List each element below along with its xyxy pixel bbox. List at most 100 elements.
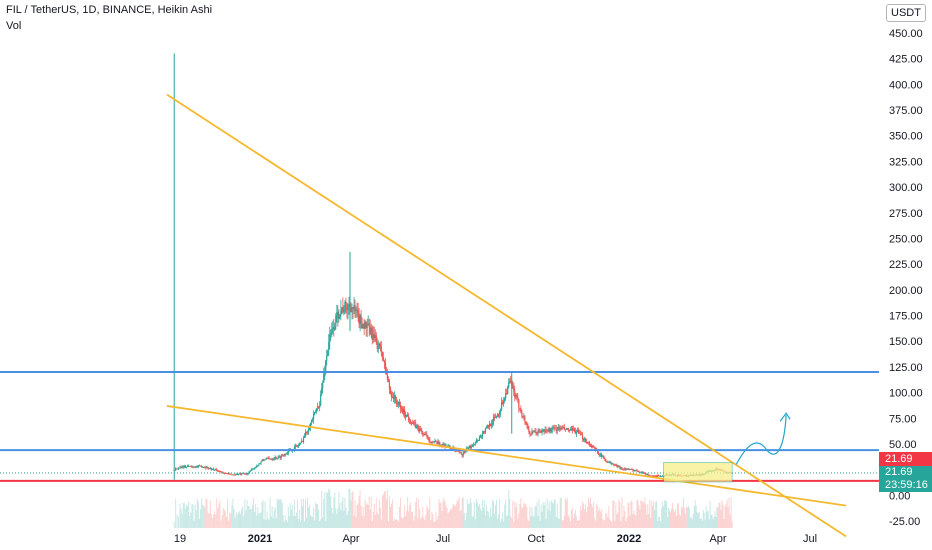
volume-bar	[611, 521, 613, 528]
volume-bar	[499, 498, 501, 528]
volume-bar	[704, 519, 706, 528]
volume-bar	[443, 497, 445, 528]
candle-body	[642, 472, 644, 473]
candle-body	[270, 458, 272, 460]
volume-bar	[254, 512, 256, 528]
volume-bar	[482, 507, 484, 528]
volume-bar	[665, 500, 667, 528]
volume-bar	[562, 520, 564, 528]
volume-bar	[255, 504, 257, 528]
volume-bar	[523, 502, 525, 528]
volume-bar	[575, 516, 577, 528]
volume-bar	[411, 511, 413, 528]
volume-bar	[545, 519, 547, 528]
candle-body	[224, 473, 227, 475]
candle-body	[267, 457, 269, 459]
volume-bar	[256, 515, 258, 528]
volume-bar	[317, 504, 319, 528]
candle-body	[317, 406, 319, 410]
candle-body	[485, 427, 488, 429]
candle-body	[251, 468, 254, 470]
candle-body	[603, 456, 605, 459]
candle-body	[611, 462, 613, 464]
volume-bar	[275, 518, 277, 528]
candle-body	[625, 469, 627, 470]
volume-bar	[652, 505, 654, 528]
candle-body	[364, 321, 366, 329]
volume-bar	[463, 512, 465, 528]
candle-body	[408, 416, 410, 421]
volume-bar	[654, 510, 656, 528]
volume-bar	[214, 511, 216, 528]
candle-body	[260, 461, 262, 464]
volume-bar	[343, 510, 345, 528]
candle-body	[569, 429, 571, 431]
candle-body	[527, 425, 529, 430]
candle-body	[416, 425, 418, 429]
volume-bar	[430, 520, 432, 528]
volume-bar	[444, 501, 446, 528]
volume-bar	[573, 513, 575, 528]
y-axis-tick-label: -25.00	[889, 516, 920, 528]
currency-button[interactable]: USDT	[886, 4, 926, 22]
candle-body	[562, 427, 564, 429]
volume-bar	[498, 514, 500, 528]
candle-body	[236, 474, 238, 475]
candle-body	[388, 381, 391, 389]
trendline	[166, 93, 847, 538]
volume-bar	[461, 497, 463, 528]
volume-bar	[281, 502, 283, 528]
candle-body	[175, 468, 177, 471]
candle-body	[384, 362, 386, 371]
symbol-title[interactable]: FIL / TetherUS, 1D, BINANCE, Heikin Ashi	[6, 4, 213, 16]
volume-bar	[345, 507, 347, 528]
x-axis-tick-label: 2021	[248, 533, 272, 545]
candle-body	[588, 442, 591, 445]
candle-body	[337, 311, 339, 319]
volume-bar	[477, 505, 479, 528]
volume-bar	[440, 502, 442, 528]
volume-bar	[709, 500, 711, 528]
y-axis-tick-label: 75.00	[889, 413, 917, 425]
candle-body	[644, 473, 646, 475]
candle-body	[353, 305, 355, 309]
volume-bar	[221, 515, 223, 528]
candle-body	[656, 475, 658, 477]
volume-bar	[220, 520, 222, 528]
volume-bar	[368, 496, 370, 528]
x-axis-tick-label: 19	[174, 533, 186, 545]
volume-label[interactable]: Vol	[6, 20, 22, 32]
volume-bar	[558, 518, 560, 528]
volume-bar	[454, 506, 456, 528]
candle-body	[218, 471, 220, 472]
candle-body	[606, 461, 608, 463]
candle-body	[609, 461, 611, 463]
volume-bar	[496, 499, 498, 528]
y-axis-tick-label: 0.00	[889, 490, 910, 502]
candle-body	[375, 335, 377, 343]
x-axis-tick-label: Apr	[709, 533, 726, 545]
candle-body	[398, 401, 401, 406]
volume-bar	[192, 504, 194, 528]
volume-bar	[370, 496, 372, 528]
candle-body	[601, 454, 603, 458]
volume-bar	[342, 497, 344, 528]
candle-body	[308, 427, 311, 430]
volume-bar	[667, 516, 669, 528]
candle-body	[348, 304, 350, 308]
candle-body	[631, 469, 633, 470]
candle-body	[540, 432, 542, 434]
volume-bar	[327, 493, 329, 528]
candle-body	[629, 469, 631, 470]
volume-bar	[209, 500, 211, 528]
volume-bar	[438, 498, 440, 528]
volume-bar	[582, 501, 583, 528]
candle-body	[336, 311, 338, 316]
volume-bar	[232, 498, 234, 528]
volume-bar	[707, 510, 709, 528]
volume-bar	[286, 521, 288, 528]
volume-bar	[276, 498, 278, 528]
y-axis-tick-label: 100.00	[889, 388, 923, 400]
volume-bar	[300, 498, 302, 528]
